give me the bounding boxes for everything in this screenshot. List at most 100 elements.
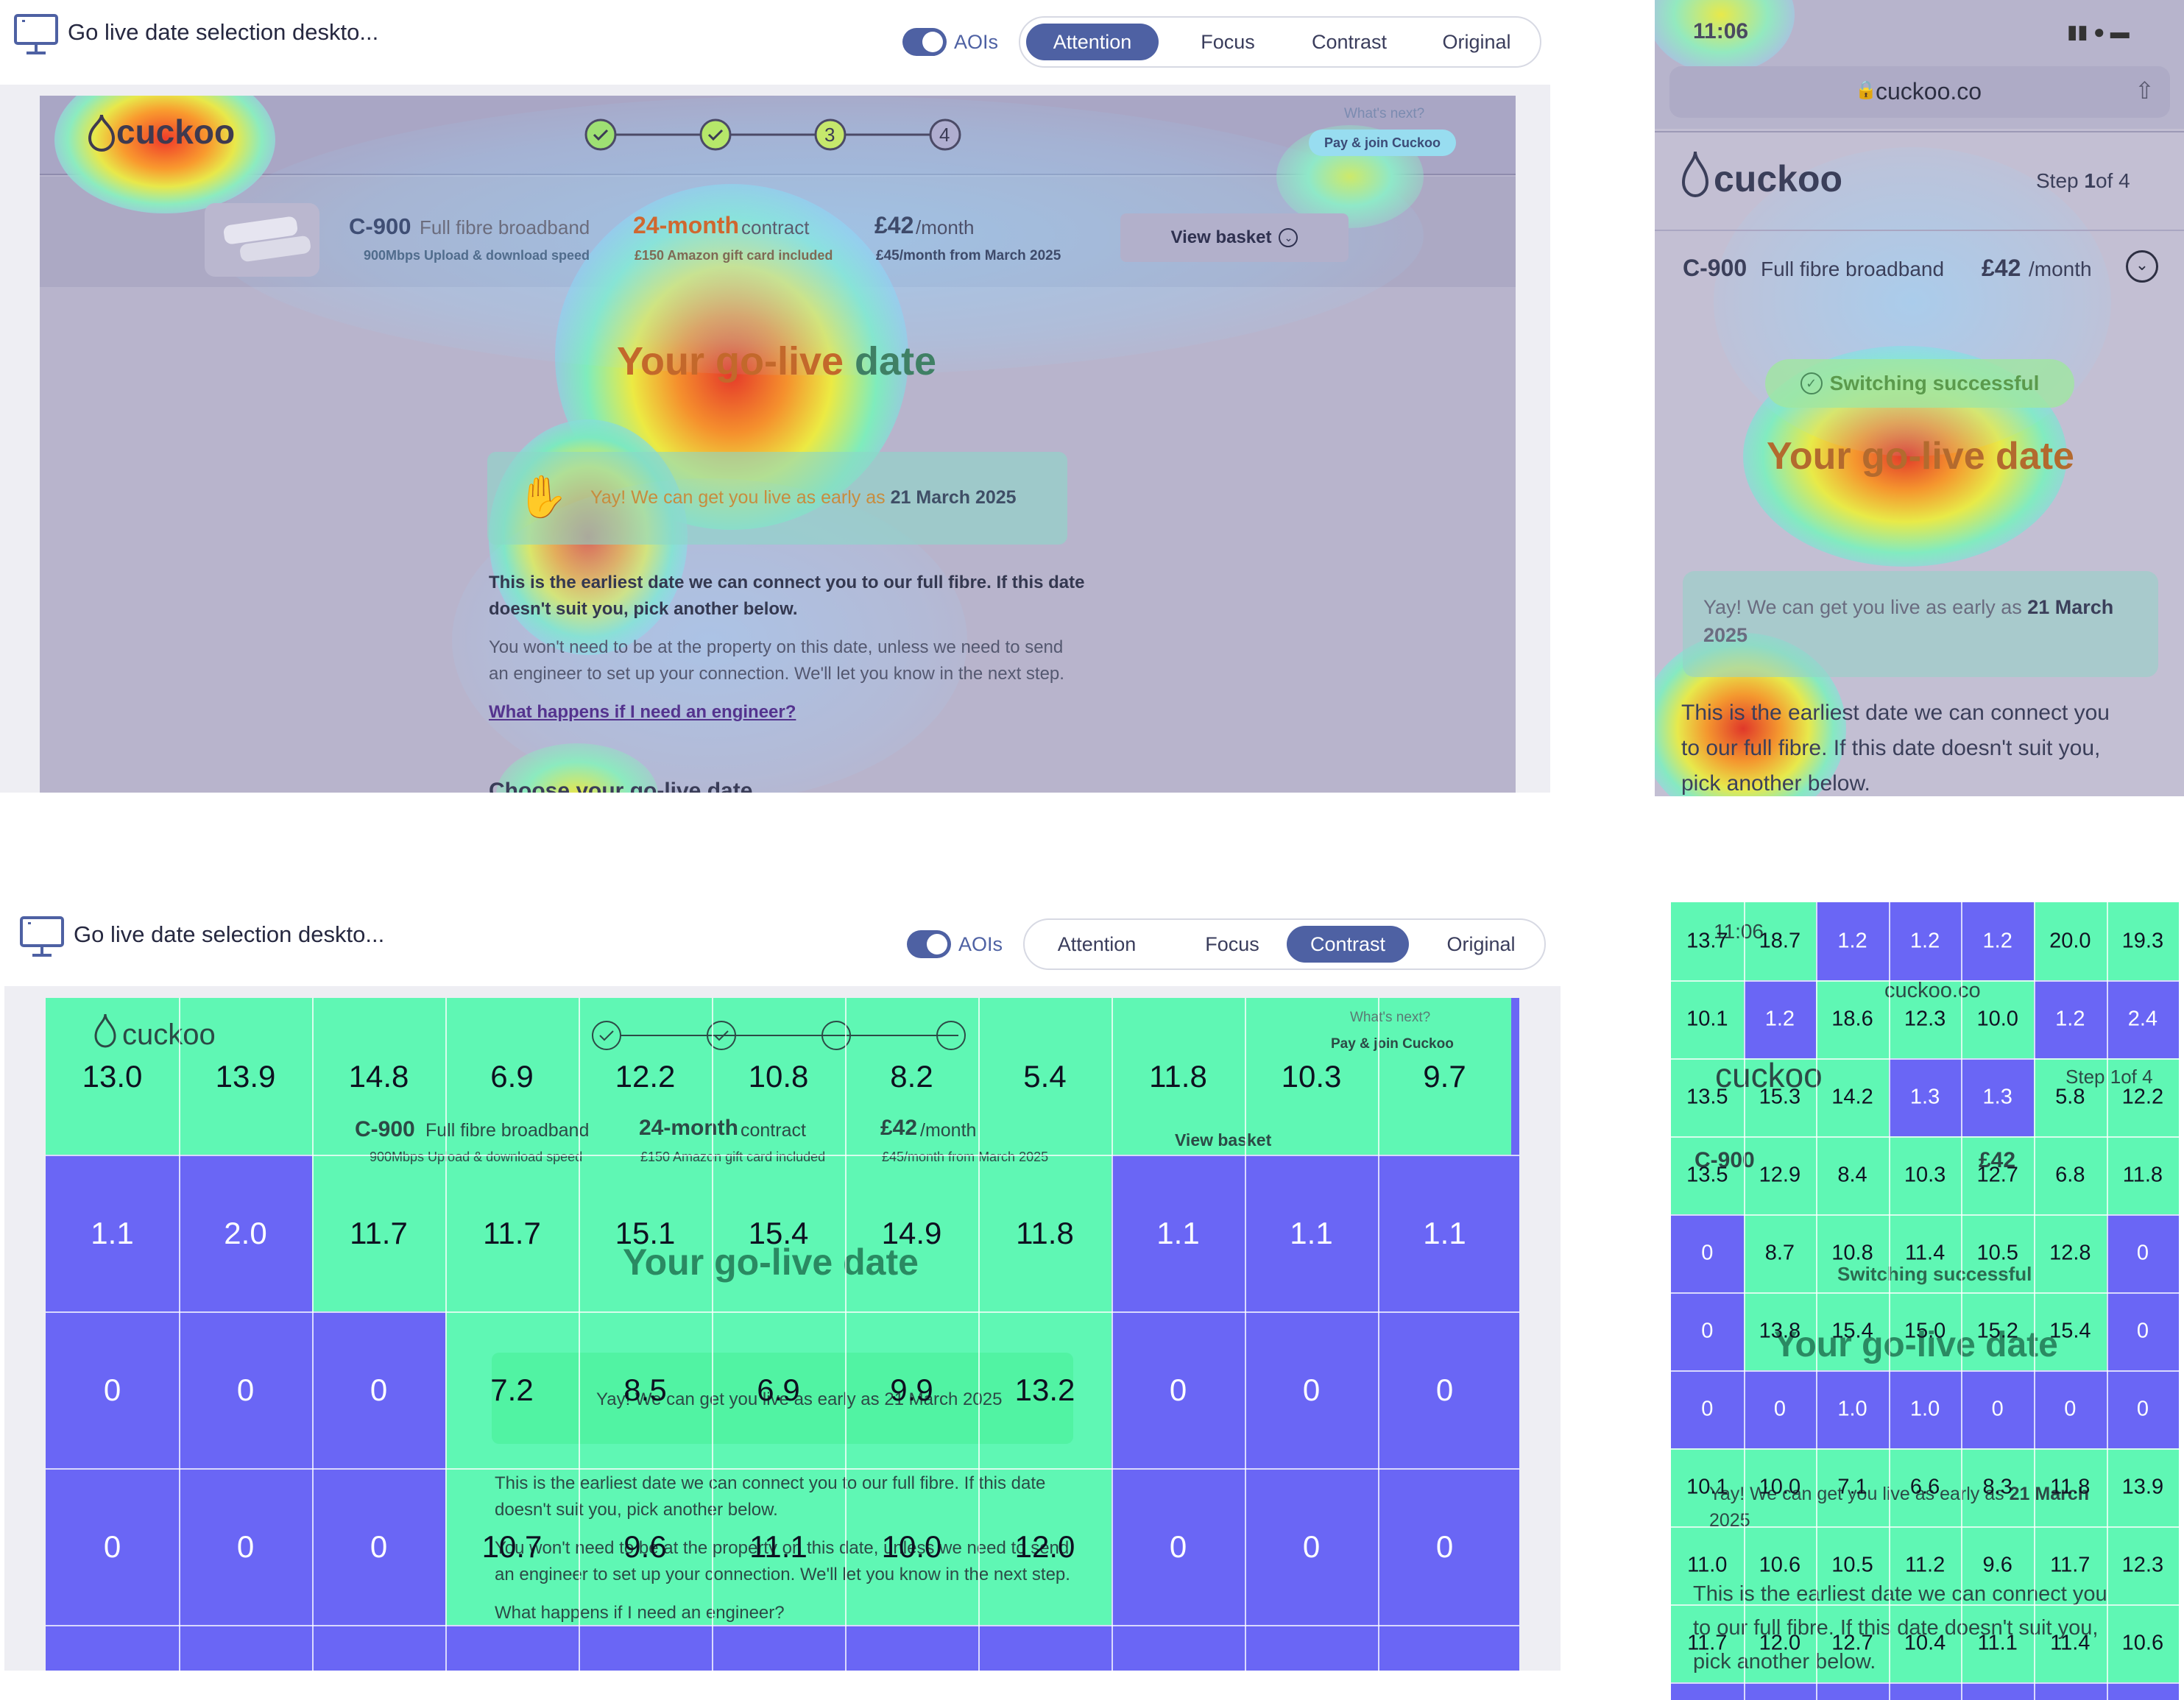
contrast-value: 14.9 bbox=[881, 1215, 942, 1250]
grid-line bbox=[46, 1155, 1519, 1156]
grid-line bbox=[312, 998, 314, 1671]
contrast-value: 13.9 bbox=[2121, 1475, 2164, 1499]
price-bold: £42 bbox=[874, 212, 914, 238]
contrast-cell bbox=[845, 1468, 978, 1625]
aoi-toggle[interactable] bbox=[902, 28, 947, 56]
grid-line bbox=[1671, 1136, 2179, 1138]
step-post: of 4 bbox=[2095, 169, 2130, 192]
view-basket-button[interactable]: View basket ⌄ bbox=[1120, 213, 1349, 262]
contrast-cell bbox=[2106, 1058, 2179, 1136]
product-desc: Full fibre broadband bbox=[1761, 258, 1945, 280]
contrast-value: 11.4 bbox=[1904, 1241, 1946, 1265]
contrast-cell bbox=[2034, 1604, 2107, 1682]
contrast-cell bbox=[46, 1311, 179, 1468]
yay-date: 21 March bbox=[2009, 1484, 2090, 1504]
tab-original[interactable]: Original bbox=[1442, 30, 1511, 53]
heading-part-b: date bbox=[843, 1242, 919, 1283]
grid-line bbox=[1671, 1058, 2179, 1060]
contrast-cell bbox=[2034, 1370, 2107, 1448]
paragraph-line-3: pick another below. bbox=[1681, 771, 1870, 796]
contrast-value: 10.1 bbox=[1686, 1007, 1728, 1031]
contrast-cell bbox=[1961, 1058, 2034, 1136]
tab-attention[interactable]: Attention bbox=[1057, 932, 1137, 955]
price-bold: £42 bbox=[880, 1116, 918, 1140]
contrast-value: 10.1 bbox=[1686, 1475, 1728, 1499]
chevron-down-icon: ⌄ bbox=[1279, 228, 1298, 247]
contrast-value: 6.9 bbox=[757, 1372, 800, 1407]
contrast-value: 11.4 bbox=[2050, 1631, 2091, 1655]
contrast-value: 12.8 bbox=[2049, 1241, 2091, 1265]
contrast-value: 14.8 bbox=[348, 1058, 409, 1094]
step-num: 1 bbox=[2084, 169, 2096, 192]
contrast-cell bbox=[312, 998, 445, 1155]
contrast-cell bbox=[1743, 902, 1817, 980]
contrast-cell bbox=[1743, 1370, 1817, 1448]
grid-line bbox=[1961, 902, 1963, 1700]
contrast-value: 1.1 bbox=[1423, 1215, 1466, 1250]
expand-product-button[interactable]: ⌄ bbox=[2126, 250, 2158, 283]
contrast-cell bbox=[1888, 1604, 1962, 1682]
paragraph-property-2: an engineer to set up your connection. W… bbox=[495, 1565, 1070, 1584]
tab-focus[interactable]: Focus bbox=[1205, 932, 1259, 955]
contrast-cell bbox=[1816, 1526, 1889, 1604]
engineer-link[interactable]: What happens if I need an engineer? bbox=[495, 1603, 785, 1623]
contrast-cell bbox=[1888, 1136, 1962, 1214]
yay-date: 21 March 2025 bbox=[890, 487, 1017, 508]
desktop-monitor-icon bbox=[20, 916, 64, 957]
grid-line bbox=[46, 1625, 1519, 1626]
switching-badge-label: Switching successful bbox=[1837, 1263, 2032, 1285]
contrast-cell bbox=[1743, 1292, 1817, 1370]
contrast-value: 8.2 bbox=[890, 1058, 933, 1094]
engineer-link[interactable]: What happens if I need an engineer? bbox=[489, 702, 796, 722]
contrast-value: 11.7 bbox=[350, 1215, 408, 1250]
step-post: of 4 bbox=[2121, 1066, 2153, 1088]
share-icon[interactable]: ⇧ bbox=[2135, 77, 2155, 104]
step-num: 1 bbox=[2110, 1066, 2121, 1088]
yay-text-main: Yay! We can get you live as early as bbox=[596, 1389, 880, 1409]
contrast-value: 0 bbox=[1701, 1241, 1714, 1265]
switching-badge: ✓ Switching successful bbox=[1765, 359, 2074, 408]
tab-contrast[interactable]: Contrast bbox=[1287, 926, 1409, 963]
contrast-cell bbox=[312, 1311, 445, 1468]
contrast-value: 7.2 bbox=[490, 1372, 534, 1407]
contrast-cell bbox=[579, 1468, 712, 1625]
tab-attention[interactable]: Attention bbox=[1026, 24, 1159, 60]
price-text: /month bbox=[2029, 258, 2092, 280]
contrast-value: 0 bbox=[1302, 1372, 1321, 1407]
whats-next-label: What's next? bbox=[1350, 1010, 1431, 1025]
contrast-value: 0 bbox=[370, 1529, 388, 1564]
yay-date: 21 March bbox=[2027, 596, 2114, 618]
url-bar[interactable] bbox=[1669, 66, 2170, 118]
go-live-heading: Your go-live date bbox=[1774, 1325, 2058, 1364]
contrast-cell bbox=[1816, 1370, 1889, 1448]
contrast-cell bbox=[1112, 1468, 1245, 1625]
contrast-cell bbox=[1888, 902, 1962, 980]
contrast-value: 0 bbox=[236, 1529, 255, 1564]
tab-focus[interactable]: Focus bbox=[1201, 30, 1255, 53]
contrast-value: 12.9 bbox=[1759, 1163, 1801, 1187]
contract-text: contract bbox=[741, 1120, 806, 1141]
contrast-value: 13.9 bbox=[215, 1058, 276, 1094]
contrast-value: 2.4 bbox=[2127, 1007, 2158, 1031]
tab-original[interactable]: Original bbox=[1446, 932, 1516, 955]
contrast-value: 11.1 bbox=[1977, 1631, 2018, 1655]
aoi-label: AOIs bbox=[958, 933, 1003, 955]
grid-line bbox=[2106, 902, 2108, 1700]
contrast-value: 15.0 bbox=[1904, 1319, 1946, 1343]
aoi-toggle[interactable] bbox=[907, 930, 951, 958]
view-basket-label[interactable]: View basket bbox=[1175, 1130, 1272, 1150]
yay-text-main: Yay! We can get you live as early as bbox=[590, 487, 886, 508]
contrast-cell bbox=[2106, 1136, 2179, 1214]
brand-logo: cuckoo bbox=[1714, 158, 1843, 199]
product-speed: 900Mbps Upload & download speed bbox=[364, 248, 590, 263]
contrast-value: 15.1 bbox=[615, 1215, 676, 1250]
tab-contrast[interactable]: Contrast bbox=[1311, 30, 1388, 53]
contrast-cell bbox=[1961, 1292, 2034, 1370]
contrast-value: 15.4 bbox=[1831, 1319, 1873, 1343]
contrast-value: 10.3 bbox=[1904, 1163, 1946, 1187]
contrast-value: 20.0 bbox=[2049, 929, 2091, 953]
contrast-cell bbox=[312, 1468, 445, 1625]
pay-join-button[interactable]: Pay & join Cuckoo bbox=[1309, 130, 1456, 156]
contrast-value: 19.3 bbox=[2121, 929, 2164, 953]
view-mode-switcher: Attention Focus Contrast Original bbox=[1019, 16, 1541, 68]
